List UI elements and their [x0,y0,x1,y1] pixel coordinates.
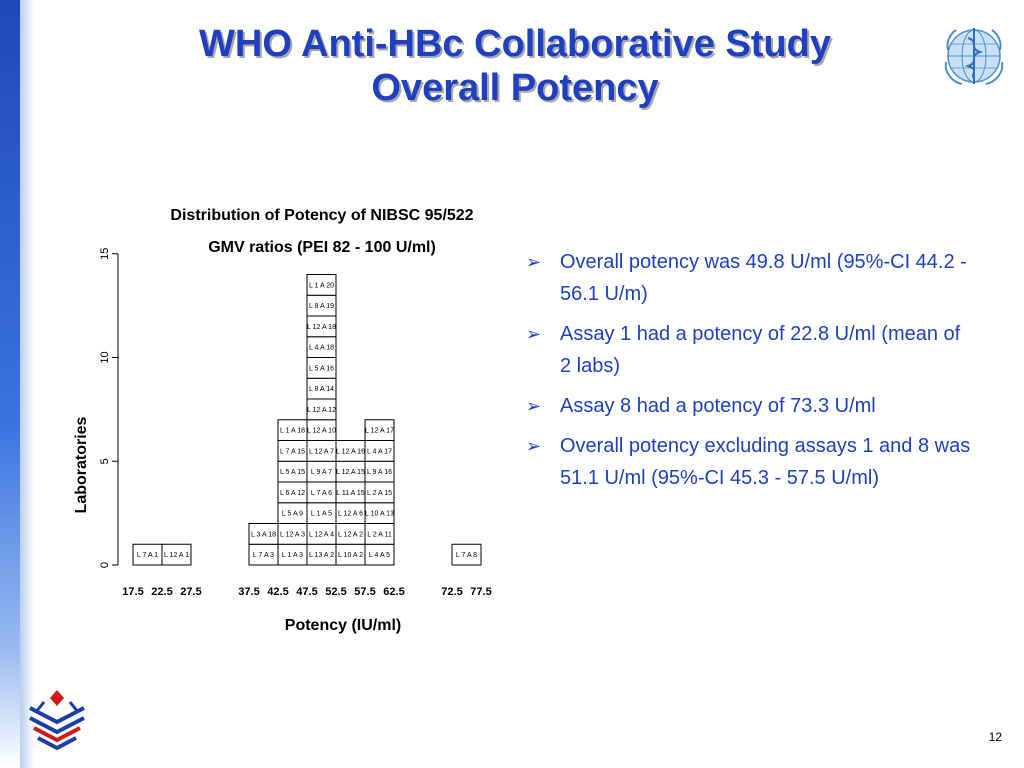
cell-label: L 3 A 18 [251,531,276,538]
cell-label: L 7 A 6 [311,490,332,497]
cell-label: L 7 A 1 [137,552,158,559]
x-tick-label: 52.5 [325,586,346,598]
finding-text: Assay 1 had a potency of 22.8 U/ml (mean… [560,323,961,377]
cell-label: L 12 A 16 [336,448,365,455]
cell-label: L 12 A 7 [309,448,334,455]
cell-label: L 8 A 19 [309,303,334,310]
x-tick-label: 62.5 [383,586,404,598]
cell-label: L 1 A 3 [282,552,303,559]
cell-label: L 8 A 14 [309,386,334,393]
histogram-cell [364,419,395,441]
chart-marks: 0 5 10 15 L 7 A 1 L 12 A 1 L 7 A 3 L 3 A 18 L 1 … [99,248,492,598]
cell-label: L 4 A 5 [369,552,390,559]
left-accent-shade [20,0,34,768]
x-axis-label: Potency (IU/ml) [285,617,401,634]
x-tick-label: 27.5 [180,586,201,598]
cell-label: L 13 A 2 [309,552,334,559]
y-tick-label: 0 [99,562,111,568]
histogram-cell [451,543,482,566]
finding-text: Overall potency excluding assays 1 and 8… [560,435,971,489]
cell-label: L 7 A 8 [456,552,477,559]
cell-label: L 12 A 15 [336,469,365,476]
cell-label: L 2 A 11 [367,531,392,538]
x-tick-label: 22.5 [151,586,172,598]
arrow-bullet-icon: ➢ [526,252,542,272]
histogram-cell [161,543,192,566]
chart-title: Distribution of Potency of NIBSC 95/522 [170,207,473,224]
chart-subtitle: GMV ratios (PEI 82 - 100 U/ml) [208,239,436,256]
cell-label: L 9 A 16 [367,469,392,476]
finding-item: ➢ Overall potency excluding assays 1 and … [526,430,976,494]
finding-item: ➢ Assay 1 had a potency of 22.8 U/ml (mea… [526,318,976,382]
title-line-2: Overall Potency [371,67,659,109]
cell-label: L 4 A 18 [309,345,334,352]
cell-label: L 12 A 4 [309,531,334,538]
cell-label: L 12 A 12 [307,407,336,414]
cell-label: L 12 A 10 [307,428,336,435]
x-tick-label: 42.5 [267,586,288,598]
y-axis-label: Laboratories [73,416,90,513]
page-number: 12 [988,730,1002,744]
cell-label: L 7 A 3 [253,552,274,559]
cell-label: L 1 A 18 [280,428,305,435]
x-tick-label: 37.5 [238,586,259,598]
arrow-bullet-icon: ➢ [526,396,542,416]
x-tick-label: 72.5 [441,586,462,598]
cell-label: L 4 A 17 [367,448,392,455]
potency-histogram: Distribution of Potency of NIBSC 95/522 … [73,207,492,634]
arrow-bullet-icon: ➢ [526,436,542,456]
cell-label: L 7 A 15 [280,448,305,455]
cell-label: L 10 A 2 [338,552,363,559]
finding-item: ➢ Assay 8 had a potency of 73.3 U/ml [526,390,976,422]
y-tick-label: 5 [99,458,111,464]
who-emblem-icon [944,28,1004,85]
cell-label: L 1 A 5 [311,511,332,518]
arrow-bullet-icon: ➢ [526,324,542,344]
x-tick-label: 77.5 [470,586,491,598]
x-tick-label: 57.5 [354,586,375,598]
left-accent-bar [0,0,20,768]
findings-list: ➢ Overall potency was 49.8 U/ml (95%-CI 4… [526,246,976,502]
cell-label: L 11 A 15 [336,490,365,497]
cell-label: L 12 A 6 [338,511,363,518]
finding-item: ➢ Overall potency was 49.8 U/ml (95%-CI 4… [526,246,976,310]
title-line-1: WHO Anti-HBc Collaborative Study [199,23,831,65]
finding-text: Assay 8 had a potency of 73.3 U/ml [560,395,876,417]
x-tick-label: 17.5 [122,586,143,598]
cell-label: L 12 A 2 [338,531,363,538]
cell-label: L 5 A 15 [280,469,305,476]
cell-label: L 10 A 13 [365,511,394,518]
y-tick-label: 10 [99,351,111,363]
organization-logo-icon [29,690,85,750]
cell-label: L 5 A 9 [282,511,303,518]
cell-label: L 12 A 18 [307,324,336,331]
cell-label: L 12 A 1 [164,552,189,559]
cell-label: L 1 A 20 [309,282,334,289]
cell-label: L 2 A 15 [367,490,392,497]
finding-text: Overall potency was 49.8 U/ml (95%-CI 44… [560,251,967,305]
histogram-cell [306,274,337,296]
cell-label: L 5 A 16 [309,365,334,372]
y-tick-label: 15 [99,248,111,260]
x-tick-label: 47.5 [296,586,317,598]
cell-label: L 12 A 17 [365,428,394,435]
cell-label: L 9 A 7 [311,469,332,476]
slide-title: WHO Anti-HBc Collaborative Study Overall… [90,22,940,110]
cell-label: L 6 A 12 [280,490,305,497]
cell-label: L 12 A 3 [280,531,305,538]
